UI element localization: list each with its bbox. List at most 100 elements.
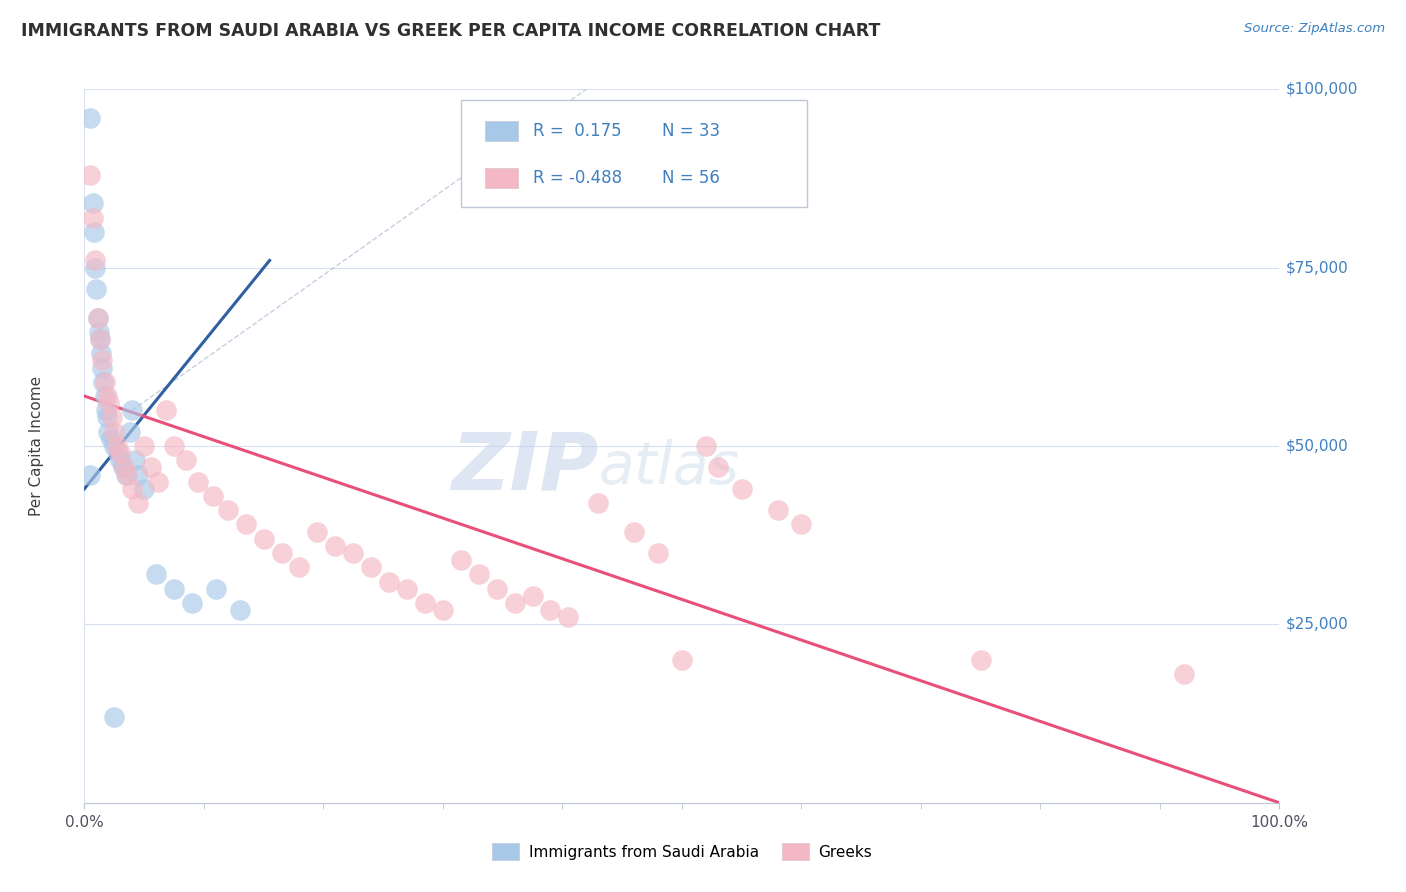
Point — [155, 403, 177, 417]
Text: $25,000: $25,000 — [1285, 617, 1348, 632]
Point — [557, 610, 579, 624]
Point — [187, 475, 209, 489]
Point — [790, 517, 813, 532]
Point — [79, 168, 101, 182]
Text: $50,000: $50,000 — [1285, 439, 1348, 453]
Text: atlas: atlas — [599, 439, 740, 496]
Text: IMMIGRANTS FROM SAUDI ARABIA VS GREEK PER CAPITA INCOME CORRELATION CHART: IMMIGRANTS FROM SAUDI ARABIA VS GREEK PE… — [21, 22, 880, 40]
Point — [413, 596, 436, 610]
Point — [270, 546, 292, 560]
Text: R =  0.175: R = 0.175 — [533, 122, 621, 140]
Text: Per Capita Income: Per Capita Income — [30, 376, 44, 516]
Point — [79, 467, 101, 482]
Point — [86, 282, 108, 296]
Point — [105, 439, 128, 453]
Point — [86, 310, 108, 325]
Point — [1173, 667, 1195, 681]
FancyBboxPatch shape — [461, 100, 807, 207]
Point — [217, 503, 239, 517]
Point — [89, 332, 111, 346]
Point — [307, 524, 329, 539]
Point — [127, 496, 149, 510]
Point — [110, 446, 132, 460]
Point — [79, 111, 101, 125]
Point — [141, 460, 163, 475]
Point — [485, 582, 508, 596]
Point — [432, 603, 454, 617]
Point — [93, 375, 115, 389]
Point — [89, 332, 111, 346]
Bar — [485, 168, 519, 187]
Point — [98, 396, 121, 410]
Point — [83, 225, 105, 239]
Point — [90, 346, 112, 360]
Point — [84, 253, 107, 268]
Point — [96, 389, 118, 403]
Point — [174, 453, 197, 467]
Point — [87, 325, 110, 339]
Point — [93, 389, 115, 403]
Point — [97, 425, 120, 439]
Point — [132, 439, 156, 453]
Point — [731, 482, 754, 496]
Text: Source: ZipAtlas.com: Source: ZipAtlas.com — [1244, 22, 1385, 36]
Point — [93, 375, 115, 389]
Bar — [485, 121, 519, 141]
Point — [229, 603, 252, 617]
Point — [91, 360, 114, 375]
Legend: Immigrants from Saudi Arabia, Greeks: Immigrants from Saudi Arabia, Greeks — [485, 837, 879, 866]
Point — [100, 432, 122, 446]
Point — [540, 603, 562, 617]
Text: $75,000: $75,000 — [1285, 260, 1348, 275]
Point — [103, 425, 125, 439]
Point — [132, 482, 156, 496]
Point — [253, 532, 276, 546]
Point — [117, 467, 139, 482]
Point — [695, 439, 717, 453]
Point — [107, 446, 129, 460]
Text: N = 33: N = 33 — [662, 122, 720, 140]
Point — [288, 560, 311, 574]
Point — [103, 710, 125, 724]
Point — [163, 582, 186, 596]
Point — [325, 539, 347, 553]
Point — [118, 425, 141, 439]
Point — [82, 211, 104, 225]
Point — [115, 467, 138, 482]
Text: N = 56: N = 56 — [662, 169, 720, 186]
Point — [82, 196, 104, 211]
Text: R = -0.488: R = -0.488 — [533, 169, 621, 186]
Point — [91, 353, 114, 368]
Point — [101, 410, 124, 425]
Point — [378, 574, 401, 589]
Point — [360, 560, 382, 574]
Point — [124, 453, 146, 467]
Point — [121, 482, 143, 496]
Point — [522, 589, 544, 603]
Point — [110, 453, 132, 467]
Point — [970, 653, 993, 667]
Point — [202, 489, 225, 503]
Point — [588, 496, 610, 510]
Point — [145, 567, 167, 582]
Point — [181, 596, 204, 610]
Point — [647, 546, 669, 560]
Point — [671, 653, 693, 667]
Point — [121, 403, 143, 417]
Point — [112, 460, 135, 475]
Point — [84, 260, 107, 275]
Point — [96, 410, 118, 425]
Point — [342, 546, 364, 560]
Point — [205, 582, 228, 596]
Point — [127, 467, 149, 482]
Point — [235, 517, 257, 532]
Point — [623, 524, 645, 539]
Point — [503, 596, 526, 610]
Point — [450, 553, 472, 567]
Point — [396, 582, 419, 596]
Point — [111, 460, 134, 475]
Point — [468, 567, 491, 582]
Point — [103, 439, 125, 453]
Point — [86, 310, 108, 325]
Point — [766, 503, 789, 517]
